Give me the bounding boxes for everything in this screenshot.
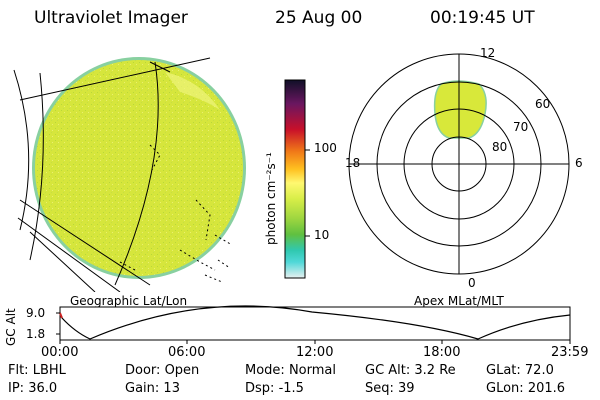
mlt-label-0: 0 [468,276,476,290]
status-ip-value: 36.0 [28,381,58,396]
status-flt-value: LBHL [32,363,66,378]
date-label: 25 Aug 00 [275,8,363,28]
status-glat: GLat: 72.0 [486,363,554,378]
altitude-axis-label: GC Alt [4,308,18,346]
status-glat-value: 72.0 [524,363,554,378]
status-gain: Gain: 13 [125,381,180,396]
status-ip-label: IP: [8,381,25,396]
colorbar-gradient [284,79,306,279]
status-ip: IP: 36.0 [8,381,57,396]
status-dsp-label: Dsp: [245,381,275,396]
status-flt: Flt: LBHL [8,363,66,378]
mlt-label-18: 18 [345,156,361,170]
mlt-label-6: 6 [575,156,583,170]
mlat-label-70: 70 [513,120,529,134]
status-door: Door: Open [125,363,199,378]
altitude-curve [61,305,571,340]
time-tick-0600: 06:00 [168,345,206,360]
coastline [119,144,233,283]
status-gcalt: GC Alt: 3.2 Re [365,363,456,378]
status-dsp: Dsp: -1.5 [245,381,304,396]
status-gain-value: 13 [163,381,180,396]
status-mode: Mode: Normal [245,363,336,378]
time-tick-1800: 18:00 [423,345,461,360]
status-mode-value: Normal [288,363,336,378]
geographic-caption: Geographic Lat/Lon [70,294,188,308]
time-label: 00:19:45 UT [430,8,535,28]
status-seq: Seq: 39 [365,381,415,396]
status-gcalt-value: 3.2 Re [414,363,456,378]
time-tick-2359: 23:59 [551,345,589,360]
mlat-label-60: 60 [535,97,551,111]
status-door-label: Door: [125,363,161,378]
colorbar-tick-10: 10 [314,228,330,242]
status-glat-label: GLat: [486,363,521,378]
status-flt-label: Flt: [8,363,29,378]
time-tick-1200: 12:00 [296,345,334,360]
status-glon: GLon: 201.6 [486,381,565,396]
status-gain-label: Gain: [125,381,160,396]
altitude-tick-1-8: 1.8 [26,327,46,341]
status-mode-label: Mode: [245,363,285,378]
status-dsp-value: -1.5 [278,381,304,396]
colorbar-tick-100: 100 [314,141,337,155]
mlt-label-12: 12 [480,46,496,60]
instrument-title: Ultraviolet Imager [34,8,188,28]
status-gcalt-label: GC Alt: [365,363,411,378]
apex-caption: Apex MLat/MLT [414,294,504,308]
status-glon-value: 201.6 [527,381,566,396]
current-time-marker [59,312,63,319]
geographic-grid [13,57,211,292]
status-glon-label: GLon: [486,381,524,396]
status-door-value: Open [164,363,200,378]
status-seq-value: 39 [398,381,415,396]
time-tick-0000: 00:00 [41,345,79,360]
status-seq-label: Seq: [365,381,394,396]
earth-image [35,60,243,276]
mlat-label-80: 80 [492,140,508,154]
altitude-tick-9: 9.0 [26,306,46,320]
